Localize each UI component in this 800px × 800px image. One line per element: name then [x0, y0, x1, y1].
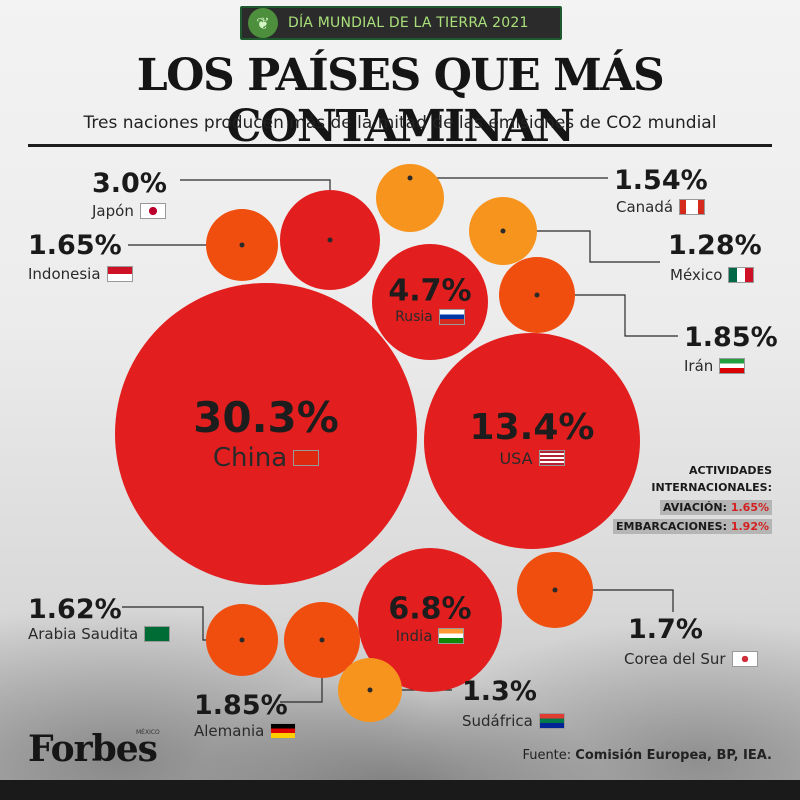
- country-name: India: [395, 626, 433, 645]
- leader-dot: [327, 237, 333, 243]
- value-label-indonesia: 1.65%: [28, 230, 122, 261]
- country-name: Sudáfrica: [462, 712, 533, 730]
- leader-dot: [534, 292, 540, 298]
- country-name: Indonesia: [28, 265, 101, 283]
- flag-icon-us: [538, 450, 565, 467]
- flag-icon-ca: [679, 199, 706, 215]
- country-label-sudáfrica: Sudáfrica: [462, 712, 565, 730]
- flag-icon-kr: [731, 651, 758, 667]
- leader-line: [537, 294, 678, 337]
- country-label-irán: Irán: [684, 357, 746, 375]
- aviation-label: AVIACIÓN:: [662, 501, 727, 514]
- country-label-canadá: Canadá: [616, 198, 706, 216]
- country-label-méxico: México: [670, 266, 755, 284]
- value-label-arabia-saudita: 1.62%: [28, 594, 122, 625]
- country-label-japón: Japón: [92, 202, 166, 220]
- country-name: México: [670, 266, 723, 284]
- leader-dot: [239, 242, 245, 248]
- value-label-sudáfrica: 1.3%: [462, 676, 537, 707]
- bubble-india: [358, 548, 502, 692]
- leader-dot: [552, 587, 558, 593]
- flag-icon-in: [438, 627, 465, 644]
- page-subtitle: Tres naciones producen más de la mitad d…: [83, 113, 717, 133]
- value-label-alemania: 1.85%: [194, 690, 288, 721]
- shipping-row: EMBARCACIONES: 1.92%: [613, 519, 772, 534]
- country-name: Alemania: [194, 722, 265, 740]
- title-rule: [28, 144, 772, 147]
- bubble-rusia: [372, 244, 488, 360]
- flag-icon-sa: [144, 626, 171, 642]
- value-label-irán: 1.85%: [684, 322, 778, 353]
- international-activities: ACTIVIDADES INTERNACIONALES: AVIACIÓN: 1…: [600, 462, 772, 534]
- country-label-china: China: [212, 443, 320, 474]
- country-name: Irán: [684, 357, 714, 375]
- country-label-usa: USA: [499, 448, 565, 468]
- source-note: Fuente: Comisión Europea, BP, IEA.: [522, 748, 772, 763]
- badge-text: DÍA MUNDIAL DE LA TIERRA 2021: [288, 15, 529, 31]
- leader-line: [503, 230, 660, 263]
- activities-heading-1: ACTIVIDADES: [689, 464, 772, 477]
- forbes-logo-sub: MÉXICO: [136, 729, 160, 736]
- flag-icon-de: [270, 723, 297, 739]
- forbes-logo: Forbes: [28, 728, 158, 770]
- source-text: Comisión Europea, BP, IEA.: [575, 748, 772, 763]
- shipping-value: 1.92%: [730, 520, 769, 533]
- flag-icon-ru: [438, 308, 465, 325]
- bubble-usa: [424, 333, 640, 549]
- country-name: Corea del Sur: [624, 650, 726, 668]
- flag-icon-ir: [719, 358, 746, 374]
- flag-icon-za: [538, 713, 565, 729]
- country-label-rusia: Rusia: [395, 308, 465, 325]
- page-title: LOS PAÍSES QUE MÁS CONTAMINAN: [136, 50, 665, 152]
- earth-day-badge: ❦ DÍA MUNDIAL DE LA TIERRA 2021: [240, 6, 562, 40]
- leader-dot: [319, 637, 325, 643]
- source-prefix: Fuente:: [522, 748, 572, 763]
- value-label-rusia: 4.7%: [388, 274, 471, 309]
- country-label-arabia-saudita: Arabia Saudita: [28, 625, 171, 643]
- bubble-china: [115, 283, 417, 585]
- country-name: Arabia Saudita: [28, 625, 139, 643]
- country-name: China: [212, 443, 288, 474]
- country-label-alemania: Alemania: [194, 722, 297, 740]
- flag-icon-id: [106, 266, 133, 282]
- aviation-row: AVIACIÓN: 1.65%: [659, 500, 772, 515]
- country-name: Rusia: [395, 308, 433, 325]
- value-label-méxico: 1.28%: [668, 230, 762, 261]
- value-label-usa: 13.4%: [470, 407, 595, 448]
- value-label-corea-del-sur: 1.7%: [628, 614, 703, 645]
- flag-icon-jp: [139, 203, 166, 219]
- shipping-label: EMBARCACIONES:: [616, 520, 727, 533]
- country-name: Canadá: [616, 198, 674, 216]
- flag-icon-mx: [728, 267, 755, 283]
- leader-dot: [239, 637, 245, 643]
- leader-dot: [500, 228, 506, 234]
- value-label-china: 30.3%: [193, 393, 339, 442]
- country-name: Japón: [92, 202, 134, 220]
- country-name: USA: [499, 448, 533, 468]
- country-label-corea-del-sur: Corea del Sur: [624, 650, 758, 668]
- value-label-canadá: 1.54%: [614, 165, 708, 196]
- activities-heading-2: INTERNACIONALES:: [651, 481, 772, 494]
- leader-dot: [407, 175, 413, 181]
- value-label-japón: 3.0%: [92, 168, 167, 199]
- aviation-value: 1.65%: [730, 501, 769, 514]
- bottom-bar: [0, 780, 800, 800]
- leader-line: [555, 589, 674, 612]
- leaf-icon: ❦: [248, 8, 278, 38]
- flag-icon-cn: [293, 450, 320, 467]
- leader-dot: [367, 687, 373, 693]
- country-label-indonesia: Indonesia: [28, 265, 133, 283]
- value-label-india: 6.8%: [388, 592, 471, 627]
- bubble-canadá: [376, 164, 444, 232]
- country-label-india: India: [396, 627, 465, 645]
